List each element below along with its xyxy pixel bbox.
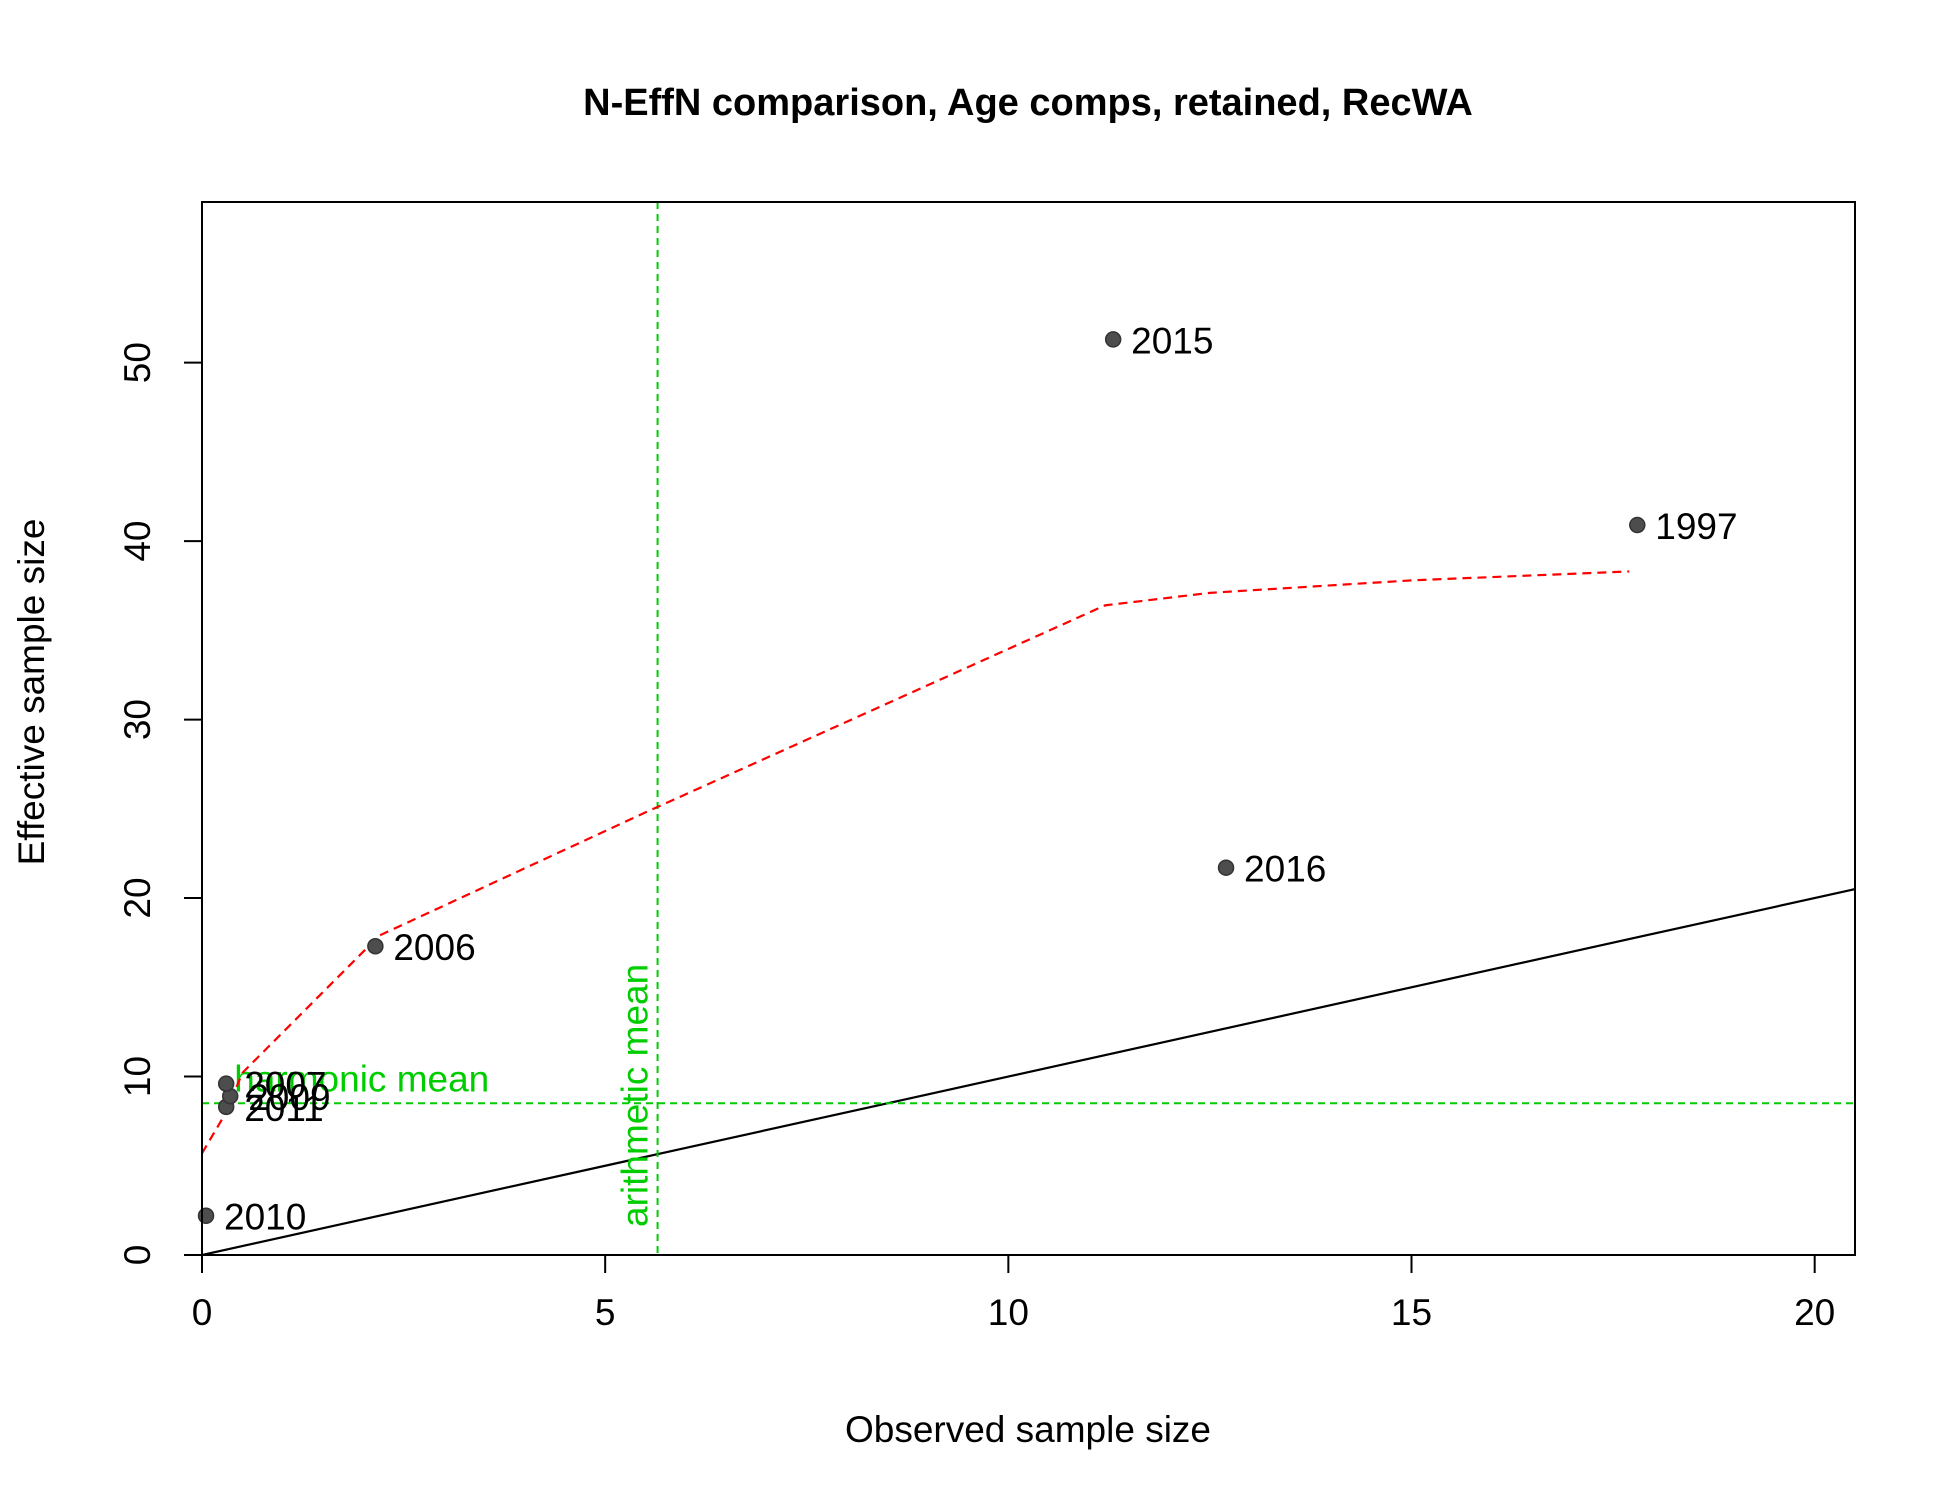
point-label: 2009	[248, 1077, 330, 1118]
data-point	[217, 1075, 235, 1092]
data-point	[1217, 859, 1235, 876]
y-tick-label: 0	[117, 1245, 158, 1266]
y-tick-label: 40	[117, 521, 158, 562]
data-point	[197, 1207, 215, 1224]
point-label: 2006	[393, 927, 475, 968]
y-tick-label: 50	[117, 342, 158, 383]
arithmetic-mean-label: arithmetic mean	[615, 964, 656, 1227]
chart-title: N-EffN comparison, Age comps, retained, …	[583, 82, 1473, 124]
data-point	[1629, 516, 1646, 534]
data-point	[1104, 331, 1122, 348]
x-tick-label: 20	[1794, 1292, 1835, 1333]
point-label: 2010	[224, 1197, 306, 1238]
point-label: 2015	[1131, 320, 1213, 361]
harmonic-mean-label: harmonic mean	[234, 1058, 489, 1099]
x-tick-label: 15	[1391, 1292, 1432, 1333]
plot-border	[201, 201, 1856, 1256]
point-label: 2007	[244, 1065, 326, 1106]
x-tick-label: 5	[595, 1292, 616, 1333]
data-point	[367, 937, 384, 955]
point-label: 2011	[244, 1088, 324, 1129]
point-label: 2016	[1244, 849, 1326, 890]
x-axis-label: Observed sample size	[845, 1409, 1211, 1450]
x-tick-label: 10	[988, 1292, 1029, 1333]
y-tick-label: 30	[117, 699, 158, 740]
identity-line	[202, 888, 1855, 1255]
y-axis-label: Effective sample size	[11, 519, 52, 866]
x-tick-label: 0	[192, 1292, 213, 1333]
plot-area: harmonic mean arithmetic mean201020112009…	[117, 201, 1856, 1333]
y-tick-label: 20	[117, 877, 158, 918]
y-tick-label: 10	[117, 1056, 158, 1097]
point-label: 1997	[1655, 506, 1737, 547]
